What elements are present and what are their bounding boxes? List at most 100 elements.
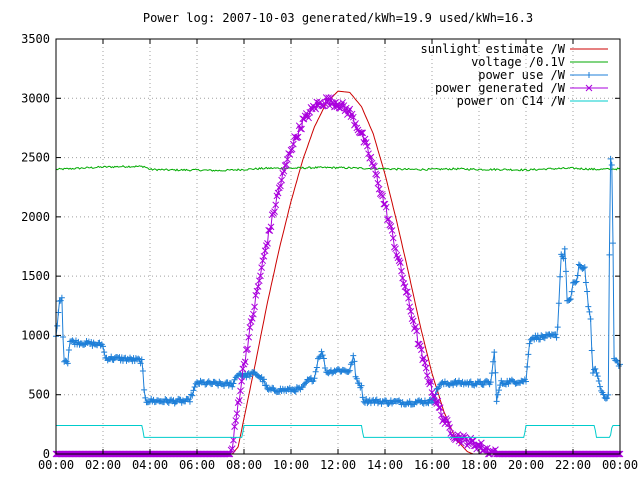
chart-title: Power log: 2007-10-03 generated/kWh=19.9… xyxy=(143,11,533,25)
data-point xyxy=(487,379,494,386)
data-point xyxy=(139,368,146,375)
data-point xyxy=(349,113,357,121)
data-point xyxy=(297,125,304,133)
data-point xyxy=(311,375,318,382)
data-point xyxy=(246,324,254,331)
data-point xyxy=(443,416,451,424)
data-point xyxy=(165,399,172,406)
series-5 xyxy=(56,425,620,438)
data-point xyxy=(467,378,474,385)
legend-item: power use /W xyxy=(478,68,608,82)
data-point xyxy=(345,368,352,375)
data-point xyxy=(406,398,413,405)
data-point xyxy=(233,410,241,417)
data-point xyxy=(552,331,559,338)
legend-marker xyxy=(586,72,592,78)
data-point xyxy=(421,359,429,367)
data-point xyxy=(252,291,260,299)
series-line xyxy=(56,425,620,438)
data-point xyxy=(402,288,410,296)
legend-label: power use /W xyxy=(478,68,565,82)
legend-marker xyxy=(585,84,593,92)
data-point xyxy=(280,167,288,175)
data-point xyxy=(231,423,238,430)
data-point xyxy=(615,362,622,369)
data-point xyxy=(385,215,392,223)
data-point xyxy=(401,283,409,290)
data-point xyxy=(243,374,250,381)
data-point xyxy=(595,377,602,384)
x-tick-label: 00:00 xyxy=(38,458,74,472)
data-point xyxy=(405,294,412,302)
data-point xyxy=(434,397,442,405)
legend-item: sunlight estimate /W xyxy=(421,42,608,56)
data-point xyxy=(325,94,332,102)
data-point xyxy=(434,385,441,392)
y-axis: 0 500 1000 1500 2000 2500 3000 3500 xyxy=(21,32,620,461)
data-point xyxy=(359,129,367,137)
data-point xyxy=(567,295,574,302)
data-point xyxy=(278,176,285,184)
data-point xyxy=(271,208,278,215)
data-point xyxy=(388,227,396,234)
data-point xyxy=(609,240,616,247)
data-point xyxy=(606,251,613,258)
data-point xyxy=(260,252,268,260)
data-point xyxy=(524,363,531,370)
y-tick-label: 2000 xyxy=(21,210,50,224)
data-point xyxy=(346,367,353,374)
data-point xyxy=(362,139,370,146)
data-point xyxy=(288,145,296,153)
data-point xyxy=(566,297,573,304)
series-2 xyxy=(55,165,621,172)
data-point xyxy=(241,358,249,366)
data-point xyxy=(555,300,562,307)
data-point xyxy=(57,297,64,304)
data-point xyxy=(445,420,452,428)
plot-lines xyxy=(52,90,624,458)
data-point xyxy=(54,322,61,329)
data-point xyxy=(289,140,297,148)
data-point xyxy=(537,336,544,343)
data-point xyxy=(450,382,457,389)
data-point xyxy=(254,283,262,290)
data-point xyxy=(594,373,601,380)
data-point xyxy=(379,192,387,200)
data-point xyxy=(446,424,453,431)
data-point xyxy=(371,162,378,170)
data-point xyxy=(239,373,246,380)
data-point xyxy=(277,182,284,190)
data-point xyxy=(356,129,364,137)
series-line xyxy=(55,165,621,172)
data-point xyxy=(312,105,320,113)
data-point xyxy=(580,265,587,272)
data-point xyxy=(229,383,236,390)
data-point xyxy=(188,391,195,398)
y-tick-label: 1000 xyxy=(21,328,50,342)
x-tick-label: 22:00 xyxy=(555,458,591,472)
x-tick-label: 18:00 xyxy=(461,458,497,472)
data-point xyxy=(458,439,465,447)
data-point xyxy=(586,308,593,315)
data-point xyxy=(399,274,406,282)
data-point xyxy=(374,179,382,187)
data-point xyxy=(416,342,424,350)
data-point xyxy=(436,384,443,391)
data-point xyxy=(238,377,246,385)
data-point xyxy=(312,368,319,375)
x-tick-label: 04:00 xyxy=(132,458,168,472)
data-point xyxy=(358,129,365,137)
data-point xyxy=(351,358,358,365)
data-point xyxy=(310,378,317,385)
data-point xyxy=(359,394,366,401)
data-point xyxy=(262,242,270,250)
data-point xyxy=(56,298,63,305)
data-point xyxy=(263,382,270,389)
data-point xyxy=(395,257,403,265)
data-point xyxy=(435,404,443,411)
data-point xyxy=(335,104,343,112)
data-point xyxy=(292,134,300,141)
y-tick-label: 3500 xyxy=(21,32,50,46)
data-point xyxy=(562,268,569,275)
